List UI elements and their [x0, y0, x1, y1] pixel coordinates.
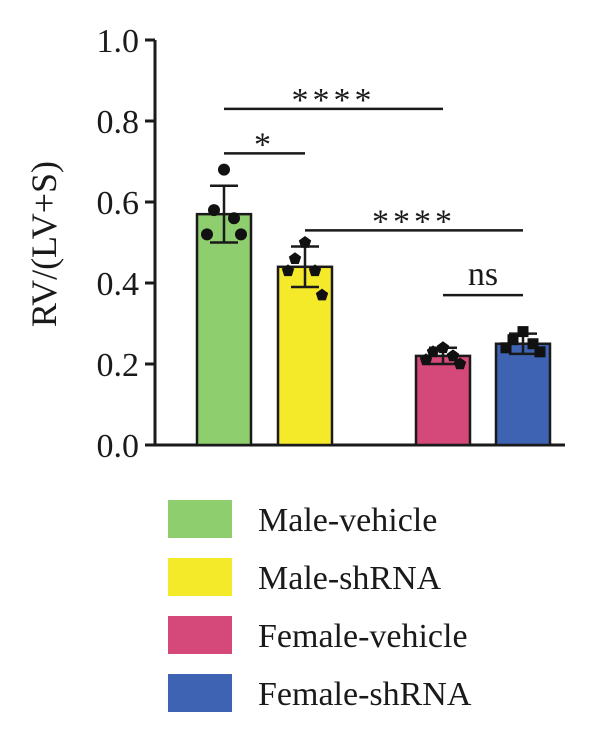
y-tick-label: 0.8	[97, 104, 140, 141]
legend-swatch	[168, 558, 232, 596]
y-tick-label: 0.0	[97, 428, 140, 465]
chart-data-points	[201, 163, 546, 370]
y-tick-label: 0.2	[97, 347, 140, 384]
data-point	[228, 212, 240, 225]
bar-female-shrna	[494, 342, 552, 447]
legend-swatch	[168, 674, 232, 712]
data-point	[419, 353, 433, 366]
data-point	[436, 341, 450, 354]
y-tick-label: 1.0	[97, 23, 140, 60]
data-point	[426, 345, 440, 358]
chart-axes: 0.0 0.2 0.4 0.6 0.8 1.0	[97, 23, 565, 465]
legend-label: Male-shRNA	[258, 560, 442, 597]
significance-label: ****	[372, 203, 456, 240]
legend-swatch	[168, 616, 232, 654]
data-point	[298, 236, 312, 248]
data-point	[218, 163, 230, 176]
data-point	[534, 346, 546, 358]
data-point	[201, 228, 213, 241]
y-tick-label: 0.6	[97, 185, 140, 222]
data-point	[315, 288, 329, 301]
legend-label: Male-vehicle	[258, 502, 437, 539]
bar-male-vehicle	[195, 212, 253, 447]
data-point	[507, 334, 519, 346]
data-point	[208, 204, 220, 217]
bar-female-vehicle	[414, 354, 472, 447]
data-point	[308, 264, 322, 277]
data-point	[527, 338, 539, 350]
data-point	[281, 264, 295, 277]
significance-label: ns	[468, 256, 498, 293]
y-tick-label: 0.4	[97, 266, 140, 303]
data-point	[235, 228, 247, 241]
data-point	[453, 357, 467, 370]
legend-swatch	[168, 500, 232, 538]
legend-label: Female-vehicle	[258, 618, 468, 655]
data-point	[446, 349, 460, 362]
significance-label: *	[254, 126, 275, 163]
data-point	[288, 252, 302, 264]
chart-legend: Male-vehicle Male-shRNA Female-vehicle Fema…	[168, 500, 472, 713]
chart-significance: *********ns	[224, 82, 523, 297]
y-axis-label-group: RV/(LV+S)	[24, 161, 64, 327]
significance-label: ****	[292, 82, 376, 119]
data-point	[517, 326, 529, 338]
y-axis-label: RV/(LV+S)	[24, 161, 64, 327]
legend-label: Female-shRNA	[258, 676, 472, 713]
chart-bars	[195, 212, 552, 447]
data-point	[500, 342, 512, 354]
